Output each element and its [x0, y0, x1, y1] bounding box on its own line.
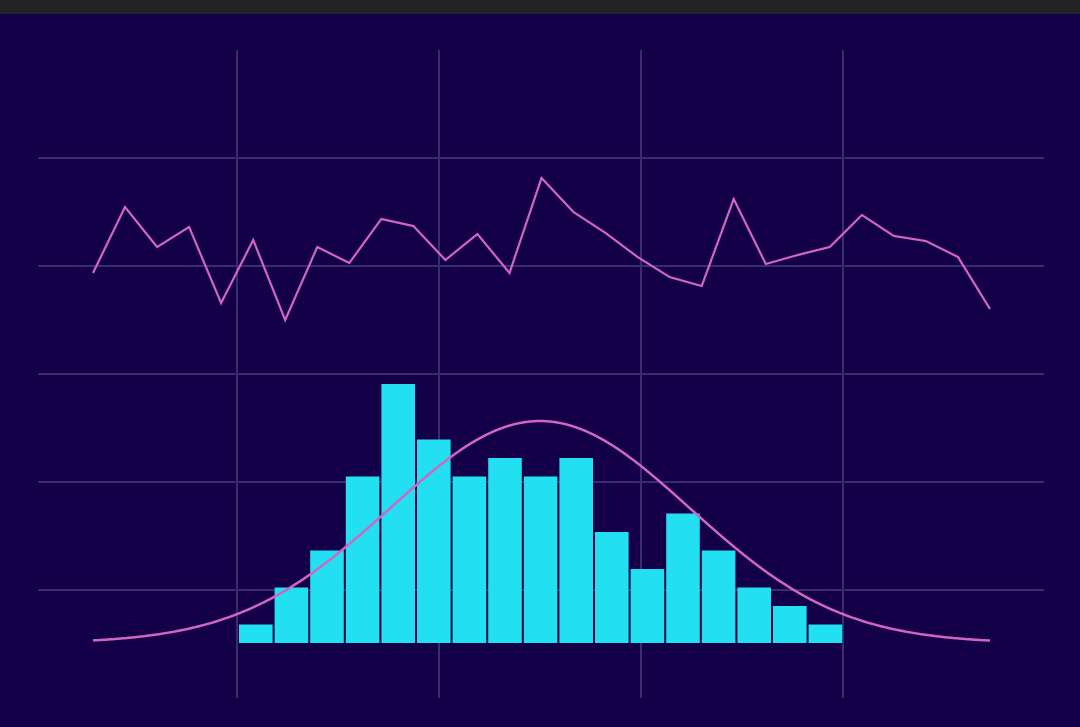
line-series-path	[92, 175, 991, 323]
histogram-bar-8	[488, 458, 522, 643]
histogram-bar-11	[595, 532, 629, 643]
histogram-bar-15	[737, 587, 771, 643]
histogram-bars	[239, 384, 843, 643]
chart-svg	[38, 50, 1044, 698]
histogram-bar-12	[630, 569, 665, 643]
chart-area	[0, 14, 1080, 727]
histogram-bar-9	[523, 476, 558, 643]
histogram-bar-3	[310, 550, 344, 643]
histogram-bar-2	[274, 587, 309, 643]
line-series-layer	[92, 175, 991, 323]
histogram-bar-10	[559, 458, 593, 643]
histogram-bar-13	[666, 513, 700, 643]
histogram-bar-17	[808, 624, 843, 643]
histogram-bar-1	[239, 624, 273, 643]
histogram-bar-5	[381, 384, 415, 643]
histogram-bar-6	[417, 439, 451, 643]
window-top-bar	[0, 0, 1080, 14]
histogram-bar-7	[452, 476, 487, 643]
histogram-bar-16	[773, 606, 807, 643]
histogram-bar-14	[701, 550, 736, 643]
density-curve-layer	[92, 419, 991, 642]
histogram-bar-4	[345, 476, 380, 643]
density-curve	[92, 419, 991, 642]
